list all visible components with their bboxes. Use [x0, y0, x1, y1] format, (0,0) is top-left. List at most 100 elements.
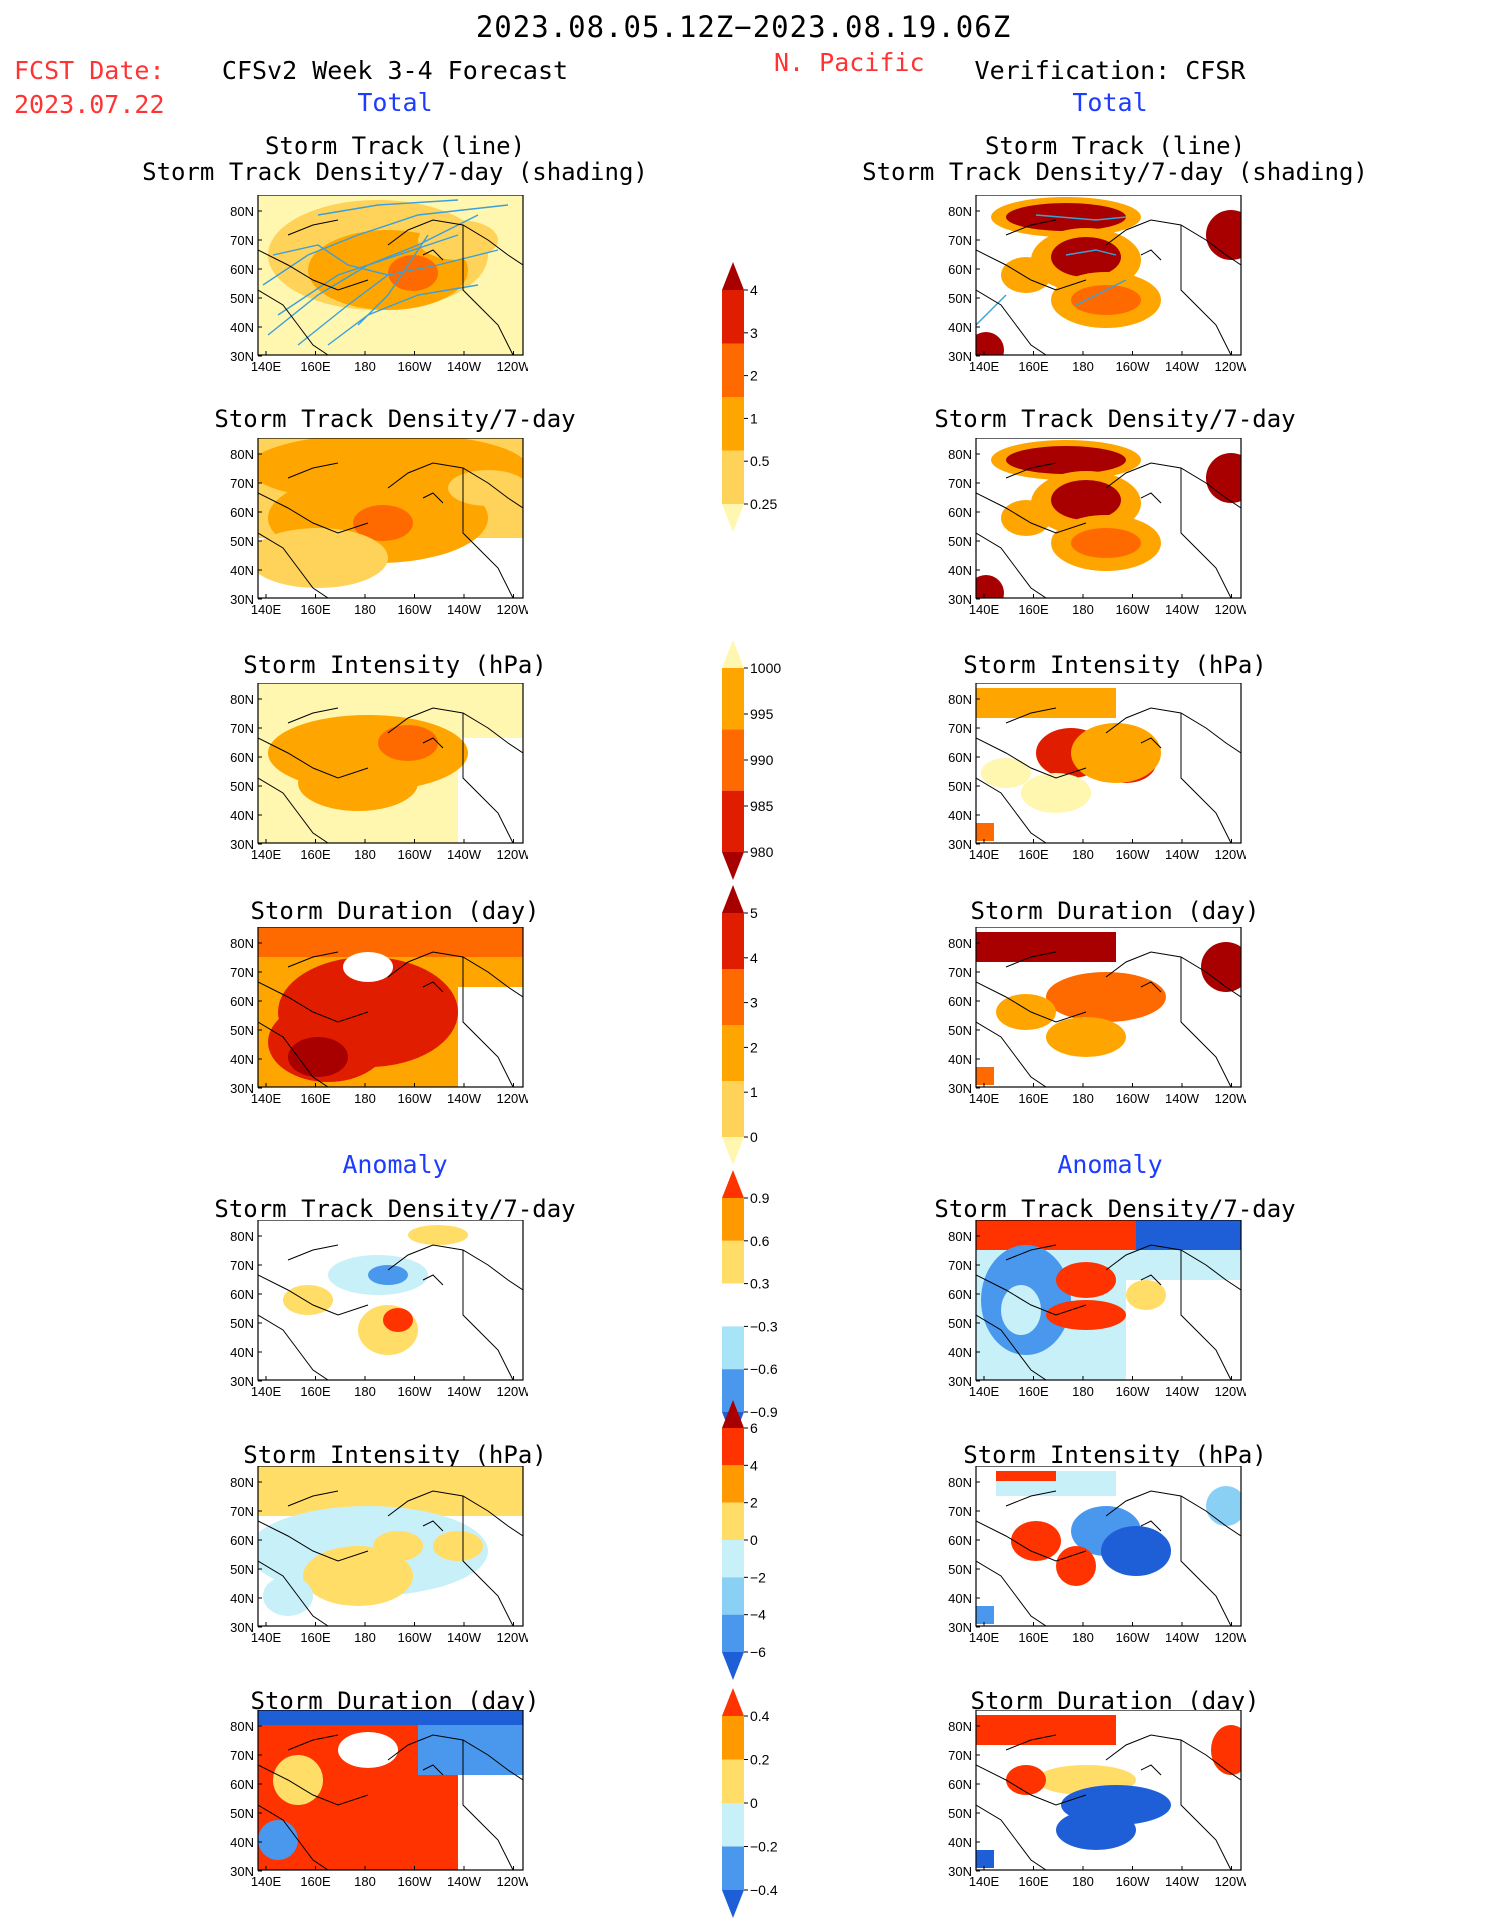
fcst-map-density-line: 80N 70N 60N 50N 40N 30N 140E 160E 180 160W 140W 120… [208, 194, 531, 389]
lat-tick-label: 30N [230, 837, 254, 852]
lat-tick-label: 70N [948, 1748, 972, 1763]
coastline [1180, 1250, 1232, 1380]
coastline [287, 1734, 339, 1751]
lon-tick-label: 140W [1165, 1874, 1200, 1889]
lon-tick-label: 180 [354, 602, 376, 617]
fcst-map-duration: 80N 70N 60N 50N 40N 30N 140E 160E 180 160W 140W 120… [208, 926, 531, 1121]
coastline [1140, 981, 1162, 993]
colorbar-density-total-container: 4 3 2 1 0.5 0.25 [722, 262, 812, 540]
coastline [462, 225, 514, 355]
shading-region [981, 758, 1031, 788]
lat-tick-label: 80N [948, 1475, 972, 1490]
colorbar-duration-total: 5 4 3 2 1 0 [722, 885, 758, 1165]
lon-tick-label: 140E [251, 1091, 282, 1106]
fcst-date-value: 2023.07.22 [14, 90, 165, 119]
lon-tick-label: 120W [497, 359, 528, 374]
shading-region [976, 1067, 994, 1085]
lat-tick-label: 60N [948, 505, 972, 520]
coastline [258, 1314, 329, 1380]
coastline [976, 1520, 1087, 1562]
lat-tick-label: 30N [230, 349, 254, 364]
lat-tick-label: 30N [948, 592, 972, 607]
lon-tick-label: 160E [1018, 1091, 1049, 1106]
lon-tick-label: 160W [1116, 1091, 1151, 1106]
fcst-map-anom-density: 80N 70N 60N 50N 40N 30N 140E 160E 180 160W 140W 120… [208, 1219, 531, 1414]
lon-tick-label: 160W [398, 1091, 433, 1106]
lat-tick-label: 70N [230, 1748, 254, 1763]
lon-tick-label: 180 [1072, 602, 1094, 617]
shading-region [378, 725, 438, 761]
lon-tick-label: 140E [969, 1630, 1000, 1645]
lat-tick-label: 80N [230, 204, 254, 219]
colorbar-label: 0 [750, 1129, 758, 1145]
lat-tick-label: 30N [230, 1081, 254, 1096]
lon-tick-label: 160E [1018, 1384, 1049, 1399]
colorbar-label: 990 [750, 752, 774, 768]
fcst-panel5-title: Storm Track Density/7-day [214, 1195, 576, 1223]
lat-tick-label: 30N [948, 1620, 972, 1635]
coastline [976, 1560, 1047, 1626]
colorbar-label: 1 [750, 1084, 758, 1100]
colorbar-bottom-arrow [722, 1137, 744, 1165]
coastline [287, 219, 339, 236]
colorbar-top-arrow [722, 1170, 744, 1198]
colorbar-segment [722, 1577, 744, 1615]
lat-tick-label: 50N [230, 779, 254, 794]
shading-region [976, 1850, 994, 1868]
lon-tick-label: 160E [1018, 602, 1049, 617]
colorbar-segment [722, 290, 744, 344]
lat-tick-label: 60N [230, 505, 254, 520]
lon-tick-label: 140W [447, 1091, 482, 1106]
coastline [258, 1560, 329, 1626]
lat-tick-label: 40N [230, 1835, 254, 1850]
colorbar-label: −0.2 [750, 1839, 778, 1855]
lon-tick-label: 180 [354, 1874, 376, 1889]
lon-tick-label: 140E [251, 847, 282, 862]
colorbar-label: −0.3 [750, 1318, 778, 1334]
storm-track-line [357, 234, 429, 326]
shading-region [1206, 1486, 1241, 1526]
lon-tick-label: 140W [447, 847, 482, 862]
ver-map-anom-intensity: 80N 70N 60N 50N 40N 30N 140E 160E 180 160W 140W 120… [926, 1465, 1249, 1660]
lat-tick-label: 30N [230, 1620, 254, 1635]
lon-tick-label: 140E [251, 1384, 282, 1399]
colorbar-label: 2 [750, 1495, 758, 1511]
lat-tick-label: 30N [948, 349, 972, 364]
colorbar-segment [722, 1081, 744, 1137]
shading-region [1001, 1285, 1041, 1335]
colorbar-label: 0.5 [750, 453, 770, 469]
coastline [1005, 1244, 1057, 1261]
lon-tick-label: 140W [447, 1874, 482, 1889]
colorbar-density-anomaly: 0.9 0.6 0.3 −0.3 −0.6 −0.9 [722, 1170, 778, 1440]
colorbar-top-arrow [722, 640, 744, 668]
lat-tick-label: 80N [948, 1229, 972, 1244]
lon-tick-label: 140E [969, 359, 1000, 374]
ver-map-duration: 80N 70N 60N 50N 40N 30N 140E 160E 180 160W 140W 120… [926, 926, 1249, 1121]
colorbar-segment [722, 1465, 744, 1503]
lat-tick-label: 80N [948, 447, 972, 462]
colorbar-label: 5 [750, 905, 758, 921]
colorbar-label: 6 [750, 1420, 758, 1436]
lat-tick-label: 60N [948, 994, 972, 1009]
shading-region [273, 1755, 323, 1805]
shading-region [1001, 257, 1051, 293]
lat-tick-label: 80N [230, 692, 254, 707]
fcst-map-intensity: 80N 70N 60N 50N 40N 30N 140E 160E 180 160W 140W 120… [208, 682, 531, 877]
lon-tick-label: 160E [300, 1630, 331, 1645]
shading-region [1206, 453, 1241, 503]
coastline [258, 532, 329, 598]
colorbar-segment [722, 1614, 744, 1652]
coastline [976, 289, 1047, 355]
coastline [976, 1314, 1047, 1380]
colorbar-density-anomaly-container: 0.9 0.6 0.3 −0.3 −0.6 −0.9 [722, 1170, 812, 1448]
shading-region [263, 1576, 313, 1616]
shading-region [1051, 480, 1121, 520]
colorbar-segment [722, 1716, 744, 1760]
lon-tick-label: 120W [1215, 1091, 1246, 1106]
lat-tick-label: 50N [948, 291, 972, 306]
coastline [1140, 1764, 1162, 1776]
